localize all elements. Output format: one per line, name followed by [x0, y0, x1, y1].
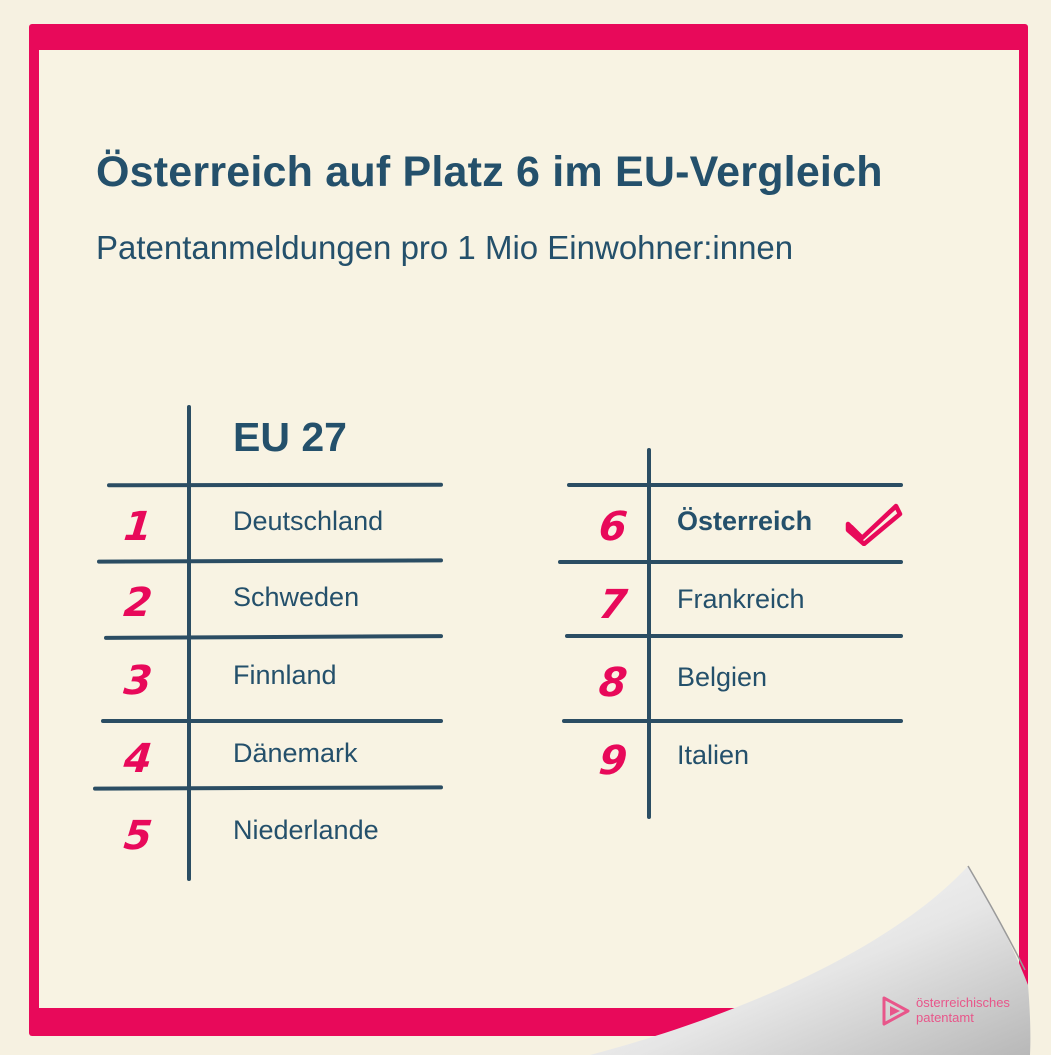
- logo-line-1: österreichisches: [916, 995, 1010, 1010]
- rank-number: 6: [581, 504, 646, 550]
- page-subtitle: Patentanmeldungen pro 1 Mio Einwohner:in…: [96, 229, 793, 267]
- checkmark-icon: [844, 500, 904, 546]
- left-row-line: [107, 483, 443, 488]
- table-heading: EU 27: [233, 414, 347, 461]
- rank-number: 3: [106, 658, 171, 704]
- right-row-line: [567, 483, 903, 487]
- rank-number: 2: [106, 580, 171, 626]
- country-name: Schweden: [233, 582, 359, 613]
- patentamt-logo: österreichisches patentamt: [880, 994, 1020, 1028]
- country-name: Frankreich: [677, 584, 805, 615]
- play-triangle-logo-icon: [880, 996, 910, 1026]
- country-name: Finnland: [233, 660, 337, 691]
- left-table-divider: [187, 405, 191, 881]
- rank-number: 1: [106, 504, 171, 550]
- logo-line-2: patentamt: [916, 1010, 1010, 1025]
- country-name: Deutschland: [233, 506, 383, 537]
- right-row-line: [558, 560, 903, 564]
- rank-number: 8: [581, 660, 646, 706]
- country-name: Niederlande: [233, 815, 379, 846]
- right-row-line: [562, 719, 903, 723]
- page-title: Österreich auf Platz 6 im EU-Vergleich: [96, 148, 883, 197]
- logo-text: österreichisches patentamt: [916, 995, 1010, 1025]
- rank-number: 9: [581, 738, 646, 784]
- country-name: Dänemark: [233, 738, 358, 769]
- rank-number: 4: [106, 736, 171, 782]
- country-name: Italien: [677, 740, 749, 771]
- rank-number: 5: [106, 813, 171, 859]
- country-name: Österreich: [677, 506, 812, 537]
- right-row-line: [565, 634, 903, 638]
- country-name: Belgien: [677, 662, 767, 693]
- left-row-line: [101, 719, 443, 723]
- rank-number: 7: [581, 582, 646, 628]
